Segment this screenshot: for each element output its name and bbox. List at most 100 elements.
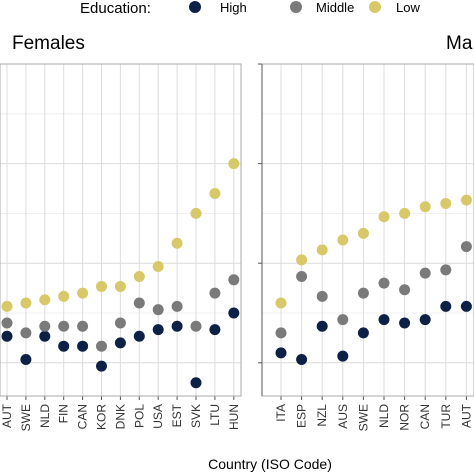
x-tick-label: NLD bbox=[377, 404, 391, 428]
x-tick-label: NZL bbox=[315, 404, 329, 427]
data-point-low bbox=[228, 158, 240, 170]
data-point-low bbox=[1, 300, 13, 312]
data-point-low bbox=[77, 287, 89, 299]
data-point-high bbox=[357, 327, 369, 339]
data-point-low bbox=[209, 187, 221, 199]
legend-key-middle bbox=[290, 1, 302, 13]
data-point-low bbox=[190, 207, 202, 219]
x-tick-label: AUT bbox=[459, 403, 473, 428]
x-axis-title: Country (ISO Code) bbox=[208, 456, 332, 472]
data-point-low bbox=[58, 290, 70, 302]
plot-background bbox=[262, 64, 474, 396]
data-point-middle bbox=[171, 300, 183, 312]
legend-title: Education: bbox=[80, 0, 151, 17]
data-point-middle bbox=[39, 320, 51, 332]
data-point-high bbox=[77, 340, 89, 352]
x-tick-label: TUR bbox=[439, 404, 453, 429]
data-point-middle bbox=[440, 264, 452, 276]
legend-label-high: High bbox=[220, 0, 247, 15]
data-point-middle bbox=[133, 297, 145, 309]
x-tick-label: POL bbox=[132, 404, 146, 428]
data-point-middle bbox=[209, 287, 221, 299]
data-point-middle bbox=[399, 284, 411, 296]
x-tick-label: KOR bbox=[95, 404, 109, 430]
data-point-low bbox=[114, 280, 126, 292]
data-point-low bbox=[399, 207, 411, 219]
data-point-middle bbox=[190, 320, 202, 332]
x-tick-label: SWE bbox=[356, 404, 370, 431]
data-point-middle bbox=[337, 314, 349, 326]
x-tick-label: ITA bbox=[274, 404, 288, 422]
x-tick-label: SVK bbox=[189, 404, 203, 428]
x-tick-label: CAN bbox=[76, 404, 90, 429]
data-point-middle bbox=[296, 270, 308, 282]
data-point-high bbox=[133, 330, 145, 342]
data-point-middle bbox=[152, 304, 164, 316]
data-point-low bbox=[96, 280, 107, 292]
data-point-high bbox=[275, 347, 287, 359]
data-point-high bbox=[39, 330, 51, 342]
legend: Education: High Middle Low bbox=[80, 0, 420, 17]
data-point-high bbox=[440, 300, 452, 312]
data-point-high bbox=[337, 350, 349, 362]
data-point-high bbox=[316, 320, 328, 332]
data-point-middle bbox=[20, 327, 32, 339]
data-point-low bbox=[152, 261, 164, 273]
data-point-low bbox=[378, 211, 390, 223]
data-point-high bbox=[190, 377, 202, 389]
data-point-low bbox=[296, 254, 308, 266]
data-point-high bbox=[296, 353, 308, 365]
data-point-middle bbox=[460, 241, 472, 253]
x-tick-label: CAN bbox=[418, 404, 432, 429]
x-tick-label: FIN bbox=[57, 404, 71, 423]
data-point-high bbox=[399, 317, 411, 329]
x-tick-label: LTU bbox=[208, 404, 222, 426]
legend-label-middle: Middle bbox=[316, 0, 354, 15]
data-point-low bbox=[357, 227, 369, 239]
data-point-middle bbox=[378, 277, 390, 289]
x-tick-label: NOR bbox=[398, 404, 412, 431]
data-point-high bbox=[20, 353, 32, 365]
data-point-high bbox=[228, 307, 240, 319]
data-point-high bbox=[114, 337, 126, 349]
data-point-low bbox=[440, 197, 452, 209]
data-point-high bbox=[1, 330, 13, 342]
legend-label-low: Low bbox=[396, 0, 420, 15]
data-point-middle bbox=[114, 317, 126, 329]
data-point-low bbox=[460, 194, 472, 206]
data-point-low bbox=[20, 297, 32, 309]
panel-males: ITA ESP NZL AUS SWE NLD NOR CAN TUR AUT bbox=[258, 63, 474, 431]
data-point-high bbox=[58, 340, 70, 352]
data-point-high bbox=[378, 314, 390, 326]
data-point-high bbox=[419, 314, 431, 326]
x-tick-label: AUT bbox=[0, 403, 14, 428]
panel-border bbox=[0, 63, 242, 397]
data-point-high bbox=[152, 324, 164, 336]
data-point-high bbox=[96, 360, 107, 372]
data-point-middle bbox=[77, 320, 89, 332]
legend-key-low bbox=[369, 1, 381, 13]
data-point-low bbox=[337, 234, 349, 246]
data-point-high bbox=[171, 320, 183, 332]
legend-key-high bbox=[189, 1, 201, 13]
data-point-high bbox=[460, 300, 472, 312]
x-tick-label: EST bbox=[170, 403, 184, 427]
data-point-low bbox=[275, 297, 287, 309]
data-point-low bbox=[419, 201, 431, 213]
data-point-middle bbox=[419, 267, 431, 279]
panel-title-males: Ma bbox=[446, 33, 473, 54]
x-tick-label: NLD bbox=[38, 404, 52, 428]
x-tick-label: USA bbox=[151, 404, 165, 429]
x-tick-label: AUS bbox=[336, 404, 350, 429]
data-point-low bbox=[133, 270, 145, 282]
panel-females: AUT SWE NLD FIN CAN KOR DNK POL USA EST SVK LTU HUN bbox=[0, 63, 242, 431]
data-point-middle bbox=[58, 320, 70, 332]
data-point-middle bbox=[96, 340, 107, 352]
x-tick-label: HUN bbox=[227, 404, 241, 430]
data-point-middle bbox=[1, 317, 13, 329]
data-point-middle bbox=[357, 287, 369, 299]
x-tick-label: ESP bbox=[295, 404, 309, 428]
x-tick-label: DNK bbox=[113, 404, 127, 429]
data-point-low bbox=[316, 244, 328, 256]
